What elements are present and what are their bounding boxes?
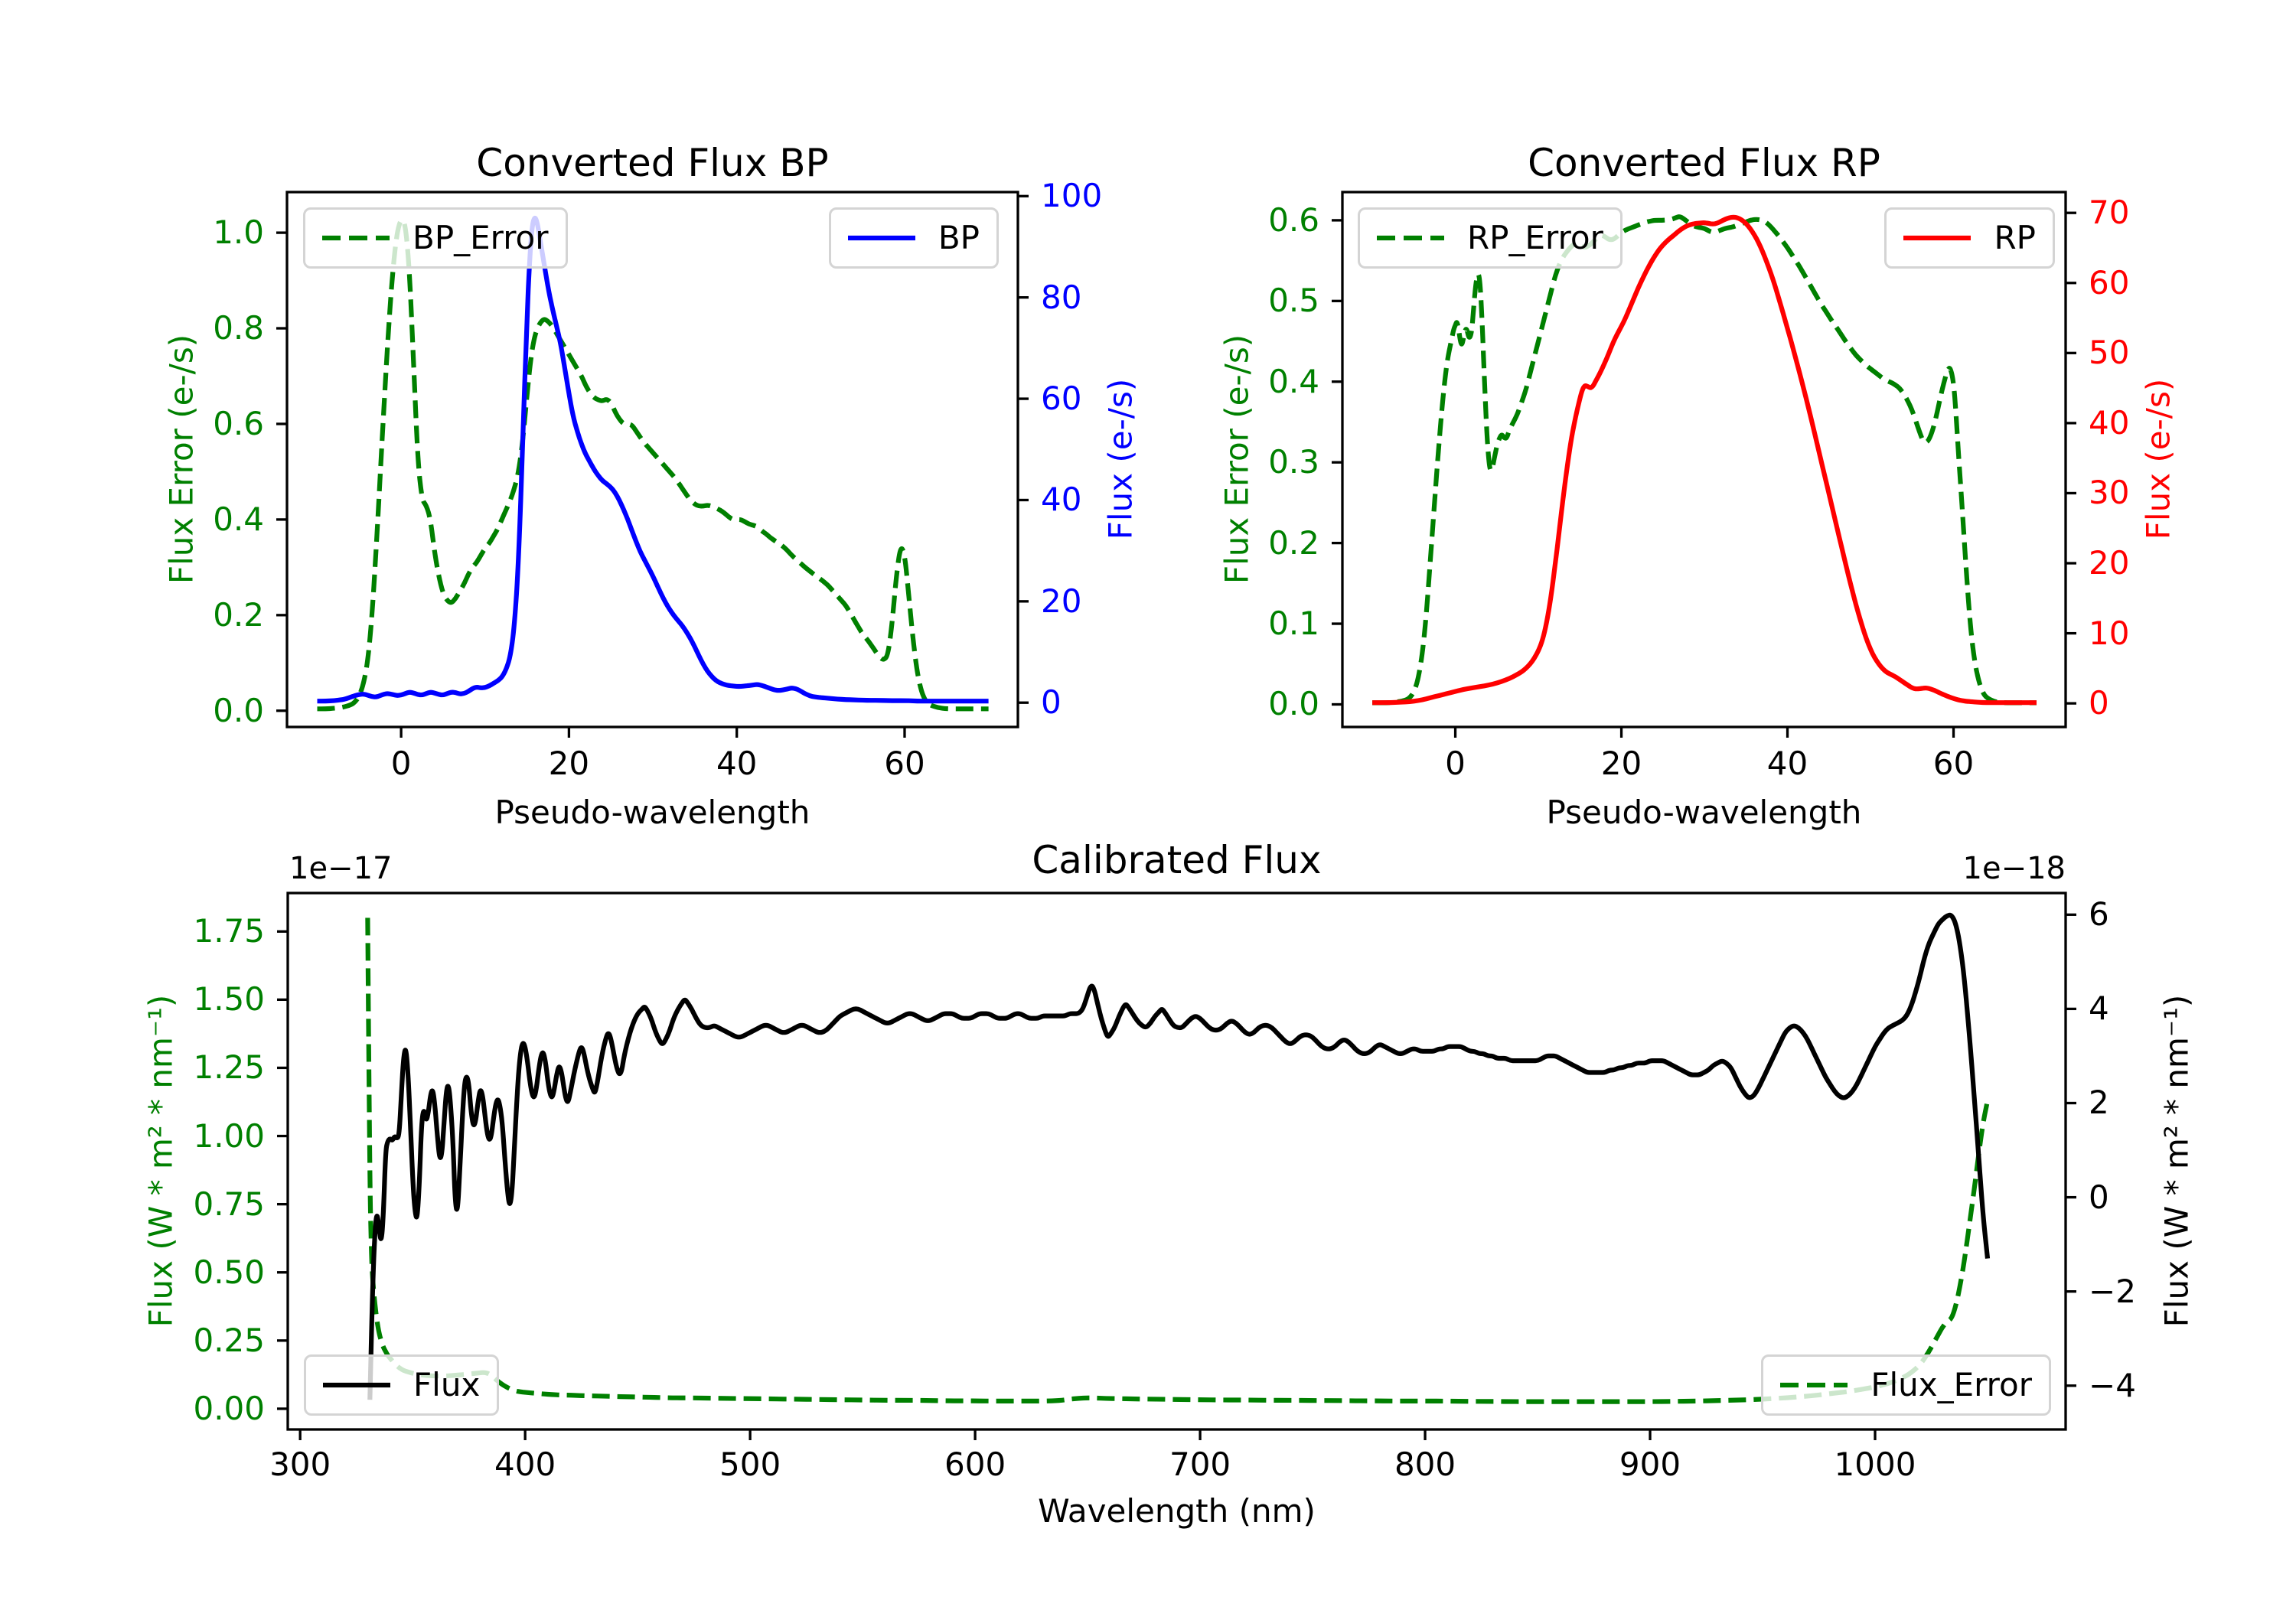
xlabel-rp: Pseudo-wavelength: [1546, 794, 1862, 831]
curve-flux-error: [365, 918, 1991, 1404]
x-tick-label: 0: [390, 745, 412, 782]
y-tick-label-left: 0.3: [1268, 443, 1319, 481]
x-tick-label: 20: [1600, 745, 1642, 782]
y-tick-label-left: 0.1: [1268, 605, 1319, 643]
legend-rp: RP: [1884, 207, 2055, 269]
x-tick-label: 300: [269, 1446, 331, 1483]
y-tick-label-right: 4: [2089, 989, 2109, 1028]
x-tick-label: 0: [1445, 745, 1466, 782]
legend-flux: Flux: [304, 1354, 500, 1416]
ylabel-bp-left: Flux Error (e-/s): [162, 334, 201, 585]
y-tick-label-left: 0.50: [193, 1253, 265, 1291]
y-tick-label-left: 0.00: [193, 1389, 265, 1427]
legend-sample-line: [323, 1383, 390, 1388]
curve-bp-error: [317, 217, 989, 712]
x-tick-label: 600: [944, 1446, 1006, 1483]
y-tick-label-right: 2: [2089, 1084, 2109, 1122]
x-tick-label: 60: [1932, 745, 1975, 782]
curve-rp-error: [1372, 214, 2037, 706]
legend-sample-line: [1780, 1383, 1848, 1388]
y-tick-label-right: 100: [1041, 177, 1103, 215]
legend-label: Flux_Error: [1870, 1366, 2032, 1403]
y-tick-label-right: 6: [2089, 895, 2109, 934]
ylabel-rp-right: Flux (e-/s): [2139, 378, 2177, 540]
y-tick-label-left: 0.0: [1268, 685, 1319, 723]
legend-label: RP: [1994, 219, 2036, 256]
y-tick-label-right: −2: [2089, 1272, 2136, 1310]
chart-title-calibrated: Calibrated Flux: [1032, 838, 1322, 882]
y-tick-label-left: 1.00: [193, 1116, 265, 1155]
y-tick-label-left: 0.4: [1268, 362, 1319, 400]
y-tick-label-left: 1.0: [213, 214, 264, 252]
axes-frame: [286, 892, 2067, 1431]
plot-bp: [276, 191, 1029, 738]
y-tick-label-right: 60: [2089, 263, 2130, 302]
y-tick-label-right: 80: [1041, 278, 1082, 316]
y-tick-label-right: 30: [2089, 474, 2130, 512]
chart-title-bp: Converted Flux BP: [476, 141, 829, 185]
y-tick-label-left: 1.75: [193, 912, 265, 950]
legend-label: Flux: [413, 1366, 481, 1403]
y-tick-label-left: 0.8: [213, 309, 264, 347]
legend-rp-error: RP_Error: [1358, 207, 1623, 269]
y-tick-label-left: 0.75: [193, 1185, 265, 1223]
offset-text-1e-17: 1e−17: [289, 851, 393, 886]
legend-bp-error: BP_Error: [303, 207, 568, 269]
y-tick-label-left: 0.2: [213, 595, 264, 634]
x-tick-label: 20: [548, 745, 590, 782]
y-tick-label-right: 70: [2089, 194, 2130, 232]
y-tick-label-left: 1.50: [193, 980, 265, 1019]
x-tick-label: 500: [719, 1446, 781, 1483]
x-tick-label: 800: [1394, 1446, 1456, 1483]
y-tick-label-left: 0.2: [1268, 523, 1319, 562]
xlabel-bp: Pseudo-wavelength: [494, 794, 810, 831]
x-tick-label: 900: [1619, 1446, 1681, 1483]
y-tick-label-right: 20: [2089, 544, 2130, 582]
curve-flux: [367, 912, 1991, 1400]
y-tick-label-right: 50: [2089, 334, 2130, 372]
y-tick-label-right: 60: [1041, 380, 1082, 418]
chart-title-rp: Converted Flux RP: [1528, 141, 1880, 185]
xlabel-calibrated: Wavelength (nm): [1038, 1492, 1316, 1530]
y-tick-label-right: 10: [2089, 614, 2130, 652]
x-tick-label: 60: [884, 745, 925, 782]
legend-flux-error: Flux_Error: [1761, 1354, 2051, 1416]
y-tick-label-left: 0.6: [213, 404, 264, 442]
legend-sample-line: [847, 236, 915, 241]
y-tick-label-left: 0.5: [1268, 282, 1319, 320]
y-tick-label-right: 0: [2089, 684, 2109, 722]
legend-bp: BP: [828, 207, 999, 269]
legend-label: RP_Error: [1467, 219, 1603, 256]
offset-text-1e-18: 1e−18: [1962, 851, 2066, 886]
legend-sample-line: [1377, 236, 1444, 241]
x-tick-label: 40: [716, 745, 758, 782]
x-tick-label: 40: [1766, 745, 1808, 782]
x-tick-label: 400: [494, 1446, 556, 1483]
y-tick-label-left: 0.6: [1268, 200, 1319, 239]
y-tick-label-right: 0: [1041, 683, 1062, 722]
y-tick-label-right: 20: [1041, 582, 1082, 620]
y-tick-label-right: 40: [1041, 481, 1082, 519]
y-tick-label-left: 0.4: [213, 500, 264, 538]
y-tick-label-right: 40: [2089, 403, 2130, 442]
legend-label: BP_Error: [413, 219, 549, 256]
curve-bp: [317, 215, 989, 704]
curve-rp: [1372, 214, 2037, 706]
y-tick-label-right: 0: [2089, 1178, 2109, 1216]
y-tick-label-left: 1.25: [193, 1048, 265, 1087]
plot-rp: [1332, 191, 2076, 738]
legend-sample-line: [1903, 236, 1971, 241]
x-tick-label: 1000: [1834, 1446, 1916, 1483]
y-tick-label-left: 0.0: [213, 691, 264, 729]
axes-frame: [285, 191, 1019, 729]
legend-label: BP: [938, 219, 980, 256]
legend-sample-line: [322, 236, 390, 241]
y-tick-label-left: 0.25: [193, 1321, 265, 1359]
y-tick-label-right: −4: [2089, 1366, 2136, 1404]
x-tick-label: 700: [1169, 1446, 1231, 1483]
axes-frame: [1341, 191, 2067, 729]
